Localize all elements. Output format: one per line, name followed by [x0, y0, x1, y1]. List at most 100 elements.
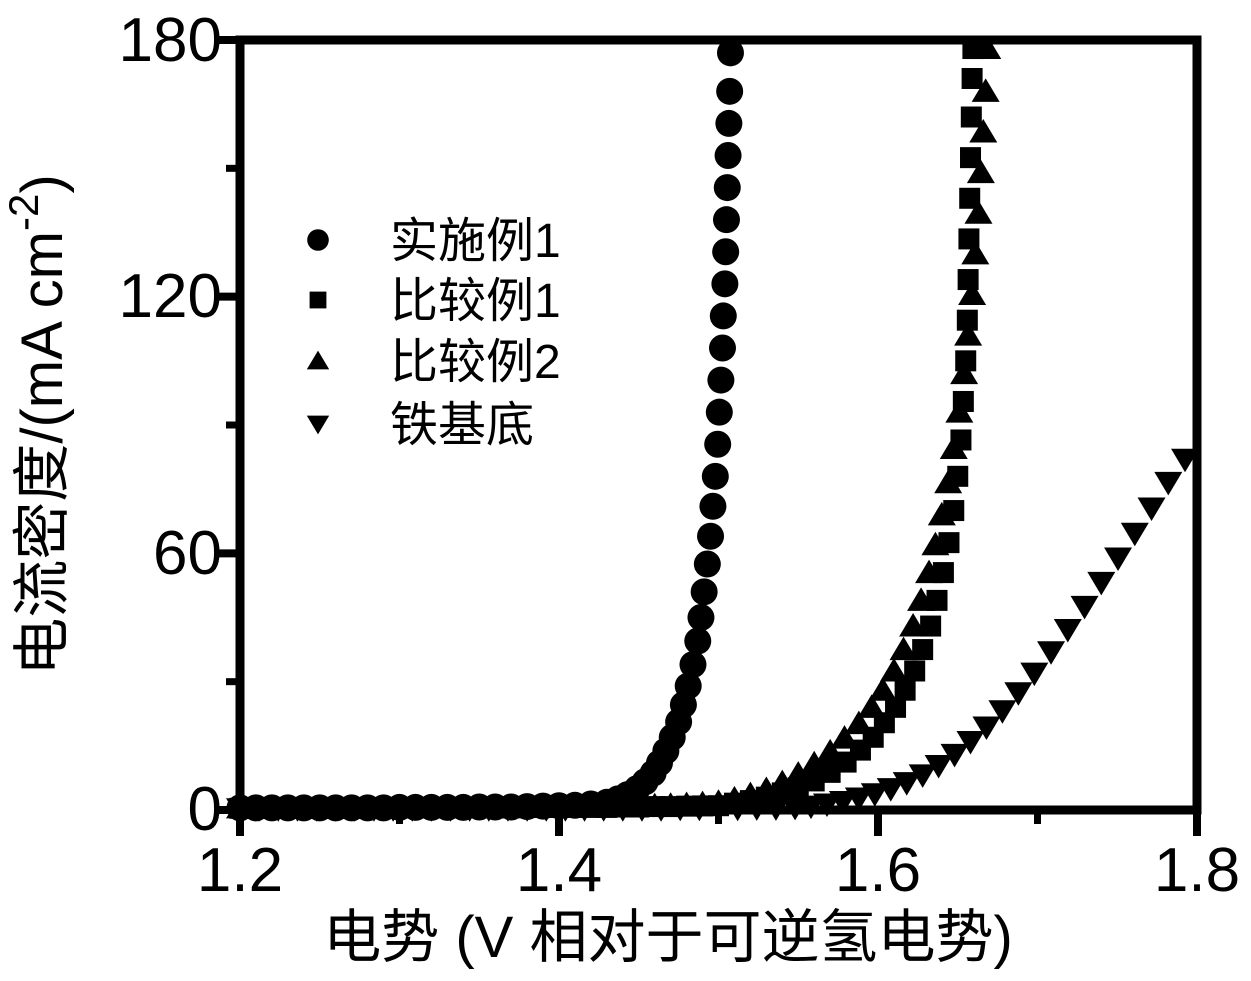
data-marker-triangle-down [723, 797, 752, 822]
data-marker-triangle-down [474, 798, 503, 822]
legend-label-series-3: 比较例2 [390, 336, 561, 389]
legend-marker-square [309, 291, 327, 309]
data-marker-circle [716, 39, 744, 67]
data-marker-triangle-down [972, 716, 1001, 741]
data-marker-triangle-up [927, 501, 956, 526]
y-axis-title-superscript: -2 [0, 194, 47, 231]
y-tick-label-180: 180 [119, 6, 222, 75]
axis-ticks [214, 36, 1201, 836]
legend-label-series-2: 比较例1 [390, 275, 561, 328]
legend-label-series-4: 铁基底 [390, 399, 534, 452]
data-marker-triangle-down [742, 797, 771, 821]
data-marker-circle [707, 366, 735, 394]
data-marker-triangle-down [570, 798, 599, 822]
x-tick-label-1.8: 1.8 [1154, 836, 1240, 905]
data-marker-triangle-up [907, 587, 936, 611]
data-marker-triangle-up [964, 200, 993, 224]
data-marker-triangle-down [1087, 571, 1116, 596]
data-marker-square [959, 187, 981, 209]
data-marker-triangle-down [379, 798, 408, 822]
data-marker-triangle-down [513, 798, 542, 822]
data-marker-triangle-down [844, 787, 873, 812]
data-marker-triangle-down [1053, 618, 1082, 643]
data-marker-triangle-down [321, 798, 350, 822]
data-marker-triangle-up [857, 694, 886, 718]
data-marker-triangle-up [973, 35, 1002, 60]
data-marker-triangle-up [921, 531, 950, 556]
data-marker-triangle-down [1020, 662, 1049, 687]
data-marker-circle [699, 492, 727, 520]
y-axis-title-main: 电流密度/(mA cm [10, 231, 75, 676]
data-marker-triangle-down [876, 778, 905, 802]
data-marker-triangle-down [551, 798, 580, 822]
data-marker-triangle-down [417, 798, 446, 822]
x-axis-title: 电势 (V 相对于可逆氢电势) [323, 905, 1013, 970]
data-marker-square [957, 269, 979, 291]
data-marker-triangle-down [761, 797, 790, 821]
data-marker-circle [679, 651, 707, 679]
data-marker-triangle-up [915, 559, 944, 584]
data-marker-triangle-down [988, 700, 1017, 724]
data-marker-triangle-up [950, 360, 979, 385]
y-tick-label-120: 120 [119, 262, 222, 331]
data-marker-triangle-up [868, 677, 897, 701]
legend-marker-triangle-down [306, 415, 330, 435]
data-marker-triangle-up [969, 118, 998, 143]
data-marker-circle [684, 627, 712, 655]
data-marker-triangle-down [627, 798, 656, 822]
data-marker-triangle-up [966, 159, 995, 184]
data-marker-circle [687, 604, 715, 631]
data-marker-square [885, 696, 907, 718]
data-marker-circle [714, 142, 742, 169]
data-marker-square [904, 660, 926, 682]
data-marker-triangle-down [589, 798, 618, 822]
series-points-比较例2 [226, 35, 1002, 819]
x-tick-label-1.2: 1.2 [197, 836, 283, 905]
data-marker-triangle-up [934, 469, 963, 494]
data-marker-triangle-down [436, 798, 465, 822]
data-marker-triangle-down [940, 743, 969, 768]
data-marker-square [912, 639, 934, 661]
data-marker-circle [701, 462, 729, 490]
data-marker-triangle-up [844, 710, 873, 735]
data-marker-triangle-up [800, 750, 829, 775]
data-marker-circle [690, 578, 718, 606]
data-marker-circle [713, 174, 741, 202]
data-marker-triangle-down [1037, 641, 1066, 665]
data-marker-circle [705, 398, 733, 426]
data-marker-square [920, 615, 942, 637]
data-marker-triangle-down [455, 798, 484, 822]
data-marker-triangle-up [889, 636, 918, 661]
data-marker-triangle-up [954, 322, 983, 346]
data-marker-triangle-up [768, 769, 797, 794]
y-tick-label-0: 0 [188, 775, 222, 844]
data-marker-triangle-down [647, 798, 676, 822]
data-marker-triangle-down [860, 783, 889, 807]
data-marker-square [894, 679, 916, 701]
data-marker-triangle-down [283, 798, 312, 822]
data-marker-circle [715, 109, 743, 137]
data-marker-triangle-down [1154, 471, 1183, 496]
data-marker-triangle-down [956, 731, 985, 755]
data-marker-circle [693, 550, 721, 578]
legend-markers [306, 229, 330, 435]
data-marker-triangle-up [958, 281, 987, 306]
data-marker-circle [712, 238, 740, 266]
data-marker-triangle-up [961, 240, 990, 265]
data-marker-triangle-up [899, 613, 928, 637]
data-marker-triangle-down [398, 798, 427, 822]
data-marker-triangle-down [892, 772, 921, 796]
data-marker-triangle-up [879, 657, 908, 682]
data-marker-triangle-down [1070, 595, 1099, 620]
data-marker-triangle-down [924, 755, 953, 779]
data-marker-triangle-down [493, 798, 522, 822]
data-marker-triangle-down [608, 798, 637, 822]
data-marker-triangle-down [1004, 682, 1033, 706]
data-marker-triangle-down [359, 798, 388, 822]
data-marker-square [955, 350, 977, 372]
data-marker-triangle-up [939, 435, 968, 460]
data-marker-circle [708, 334, 736, 362]
series-points-铁基底 [226, 448, 1200, 822]
